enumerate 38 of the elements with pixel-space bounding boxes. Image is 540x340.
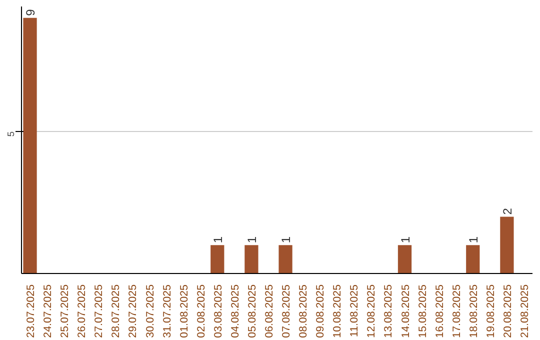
data-label: 1 <box>210 236 225 244</box>
x-tick-label: 25.07.2025 <box>59 284 72 338</box>
x-tick-label: 10.08.2025 <box>332 284 344 338</box>
x-tick-label: 01.08.2025 <box>178 284 190 338</box>
x-tick-label: 31.07.2025 <box>161 284 174 338</box>
x-tick-label: 21.08.2025 <box>518 284 531 338</box>
x-tick-label: 11.08.2025 <box>348 284 361 338</box>
x-tick-label: 28.07.2025 <box>110 284 122 338</box>
x-tick-label: 29.07.2025 <box>127 284 140 338</box>
x-tick-label: 18.08.2025 <box>468 284 480 338</box>
data-label: 1 <box>466 236 480 244</box>
x-tick-label: 23.07.2025 <box>25 284 38 338</box>
x-tick-label: 19.08.2025 <box>484 284 497 338</box>
x-tick-label: 16.08.2025 <box>434 284 446 338</box>
data-label: 1 <box>398 236 412 244</box>
x-tick-label: 20.08.2025 <box>502 284 514 338</box>
x-tick-label: 15.08.2025 <box>416 284 429 338</box>
x-tick-label: 14.08.2025 <box>400 284 412 338</box>
x-tick-label: 12.08.2025 <box>366 284 378 338</box>
x-tick-label: 17.08.2025 <box>450 284 463 338</box>
data-label: 1 <box>244 236 259 244</box>
x-tick-label: 07.08.2025 <box>280 284 293 338</box>
x-tick-label: 24.07.2025 <box>42 284 54 338</box>
y-tick-label: 5 <box>6 131 16 137</box>
x-tick-label: 05.08.2025 <box>246 284 258 338</box>
x-tick-label: 13.08.2025 <box>382 284 395 338</box>
x-tick-label: 06.08.2025 <box>263 284 276 338</box>
data-label: 2 <box>500 208 514 215</box>
data-label: 9 <box>24 8 38 16</box>
x-tick-label: 03.08.2025 <box>212 284 224 338</box>
data-label: 1 <box>279 236 294 244</box>
x-tick-label: 04.08.2025 <box>229 284 242 338</box>
x-tick-label: 09.08.2025 <box>314 284 327 338</box>
x-tick-label: 30.07.2025 <box>144 284 156 338</box>
x-tick-label: 26.07.2025 <box>76 284 88 338</box>
x-tick-label: 02.08.2025 <box>195 284 208 338</box>
x-tick-label: 08.08.2025 <box>298 284 310 338</box>
x-tick-label: 27.07.2025 <box>93 284 106 338</box>
